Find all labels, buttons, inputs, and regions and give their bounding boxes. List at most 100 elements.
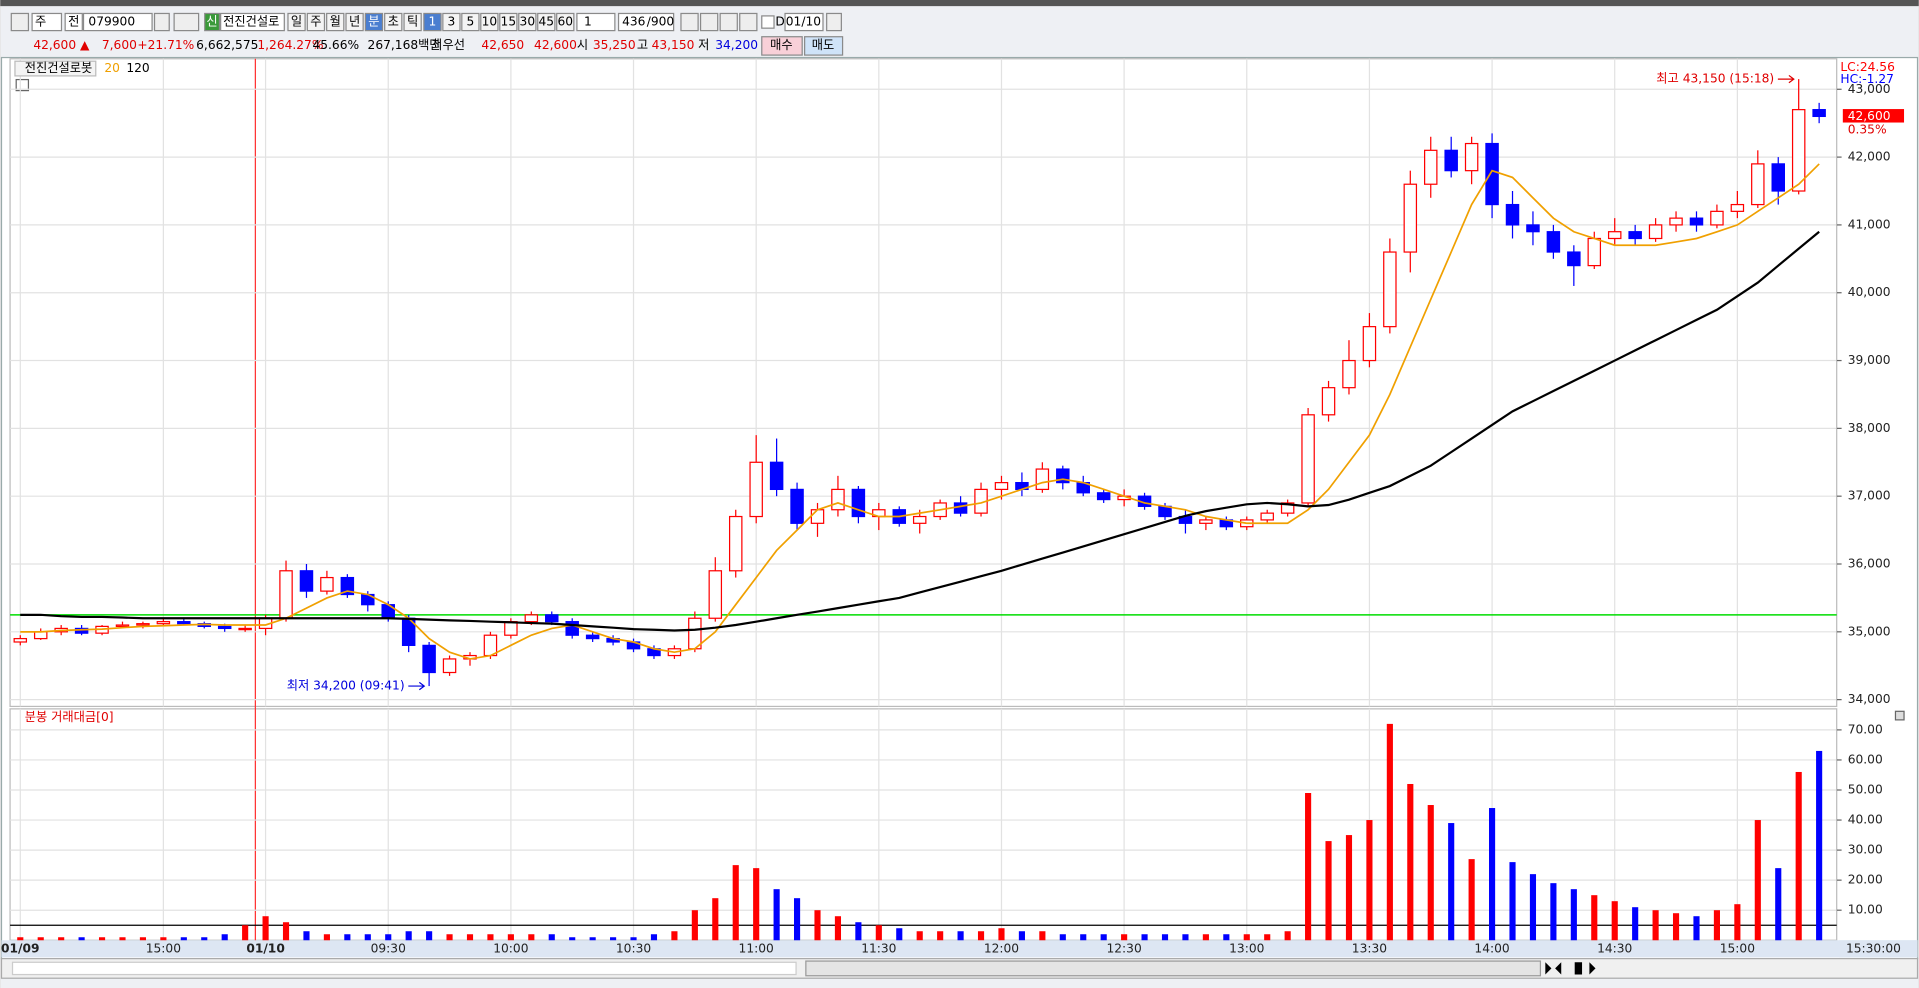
candle-body <box>1505 203 1520 226</box>
period-button[interactable]: 분 <box>368 15 379 29</box>
volume-bar <box>242 925 249 941</box>
volume-bar <box>916 931 923 941</box>
volume-bar <box>589 937 596 941</box>
kind-select[interactable]: 전 <box>68 15 79 29</box>
pane-close[interactable] <box>1894 710 1905 721</box>
interval-button[interactable]: 1 <box>429 15 437 29</box>
button-frame[interactable] <box>173 12 200 32</box>
button-frame[interactable] <box>617 12 675 32</box>
button-frame[interactable] <box>287 12 306 32</box>
buy-button[interactable]: 매수 <box>770 38 793 52</box>
button-frame[interactable] <box>719 12 738 32</box>
button-frame[interactable] <box>345 12 364 32</box>
quote-best-bid: 42,600 <box>534 38 577 52</box>
volume-bar <box>1161 934 1169 941</box>
button-frame[interactable] <box>739 12 758 32</box>
button-frame[interactable] <box>364 12 384 32</box>
candle-body <box>749 461 763 518</box>
button-frame[interactable] <box>499 12 518 32</box>
button-frame[interactable] <box>64 12 83 32</box>
scroll-thumb[interactable] <box>805 960 1542 977</box>
volume-bar <box>139 937 147 941</box>
button-frame[interactable] <box>153 12 170 32</box>
x-tick-label: 15:00 <box>1720 941 1755 955</box>
stock-name[interactable]: 전진건설로 <box>223 15 279 29</box>
y-tick-label: 38,000 <box>1848 421 1891 435</box>
interval-button[interactable]: 60 <box>557 15 573 29</box>
period-button[interactable]: 틱 <box>407 15 418 29</box>
volume-bar <box>650 934 658 941</box>
x-tick-label: 11:00 <box>739 941 774 955</box>
button-frame[interactable] <box>204 12 221 32</box>
volume-bar <box>793 898 801 941</box>
candle-body <box>177 621 191 625</box>
bars-input[interactable]: 436 <box>622 15 646 29</box>
button-frame[interactable] <box>556 12 575 32</box>
button-frame[interactable] <box>480 12 499 32</box>
button-frame[interactable] <box>576 12 616 32</box>
candle-body <box>1791 109 1806 192</box>
button-frame[interactable] <box>761 15 775 29</box>
button-frame[interactable] <box>804 36 844 56</box>
interval-button[interactable]: 3 <box>448 15 456 29</box>
button-frame[interactable] <box>784 12 824 32</box>
button-frame[interactable] <box>537 12 556 32</box>
button-frame[interactable] <box>31 12 63 32</box>
code-input[interactable]: 079900 <box>88 15 135 29</box>
interval-button[interactable]: 45 <box>539 15 555 29</box>
button-frame[interactable] <box>384 12 403 32</box>
period-button[interactable]: 일 <box>291 15 302 29</box>
candle-body <box>1464 142 1479 172</box>
button-frame[interactable] <box>699 12 719 32</box>
button-frame[interactable] <box>423 12 442 32</box>
button-frame[interactable] <box>826 12 842 32</box>
quote-change-pct: +21.71% <box>137 38 194 52</box>
button-frame[interactable] <box>10 12 30 32</box>
candle-body <box>1689 217 1704 226</box>
button-frame[interactable] <box>403 12 422 32</box>
interval-button[interactable]: 30 <box>520 15 536 29</box>
candle-body <box>1751 163 1765 206</box>
button-frame[interactable] <box>518 12 537 32</box>
x-tick-label: 10:00 <box>493 941 528 955</box>
period-button[interactable]: 주 <box>310 15 321 29</box>
button-frame[interactable] <box>220 12 285 32</box>
button-frame[interactable] <box>306 12 326 32</box>
interval-button[interactable]: 15 <box>501 15 517 29</box>
volume-bar <box>1427 805 1434 941</box>
sell-button[interactable]: 매도 <box>812 38 835 52</box>
button-frame[interactable] <box>461 12 480 32</box>
button-frame[interactable] <box>761 36 803 56</box>
legend-box <box>14 60 97 77</box>
volume-bar <box>875 925 882 941</box>
interval-button[interactable]: 10 <box>482 15 498 29</box>
x-tick-label: 14:00 <box>1474 941 1509 955</box>
x-cursor-label: 15:30:00 <box>1846 941 1901 955</box>
volume-bar <box>1080 934 1087 941</box>
volume-bar <box>1284 931 1291 941</box>
date-input[interactable]: 01/10 <box>786 15 821 29</box>
count-input[interactable]: 1 <box>584 15 592 29</box>
button-frame[interactable] <box>326 12 345 32</box>
volume-bar <box>1223 934 1230 941</box>
volume-bar <box>180 937 187 941</box>
volume-bar <box>630 937 637 941</box>
x-tick-label: 11:30 <box>861 941 896 955</box>
candle-body <box>320 576 334 592</box>
moving-average-line <box>20 230 1820 632</box>
period-button[interactable]: 월 <box>330 15 341 29</box>
button-frame[interactable] <box>442 12 461 32</box>
scroll-controls[interactable] <box>1545 962 1596 975</box>
volume-bar <box>1672 913 1680 941</box>
market-select[interactable]: 주 <box>35 15 46 29</box>
candle-body <box>994 482 1009 491</box>
candle-body <box>483 634 498 657</box>
button-frame[interactable] <box>82 12 153 32</box>
candle-body <box>851 488 866 518</box>
period-button[interactable]: 년 <box>349 15 360 29</box>
interval-button[interactable]: 5 <box>466 15 474 29</box>
period-button[interactable]: 초 <box>388 15 399 29</box>
volume-bar <box>855 922 862 941</box>
button-frame[interactable] <box>680 12 699 32</box>
